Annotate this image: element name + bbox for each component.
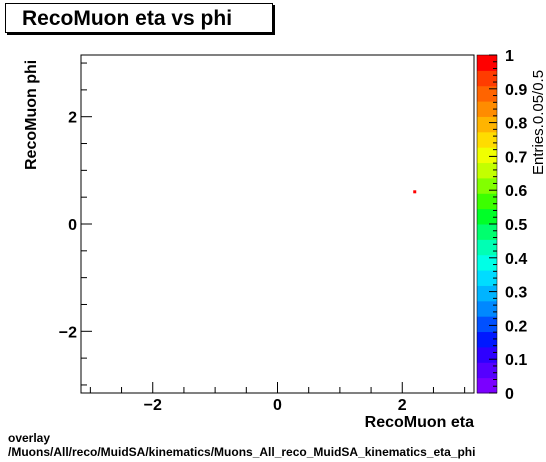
x-tick-label: 0 — [273, 397, 282, 414]
heatmap-cell — [413, 190, 417, 194]
y-axis-title: RecoMuon phi — [23, 60, 40, 170]
palette-segment — [477, 70, 497, 87]
chart-title: RecoMuon eta vs phi — [22, 7, 233, 30]
z-axis-ticks: 0 0.1 0.2 0.3 0.4 0.5 0.6 0.7 0.8 0.9 1 — [489, 48, 527, 403]
palette-segment — [477, 331, 497, 348]
palette-segment — [477, 362, 497, 379]
z-axis-title: Entries.0.05/0.5 — [530, 70, 546, 175]
chart-title-box: RecoMuon eta vs phi — [5, 3, 273, 33]
palette-segment — [477, 254, 497, 271]
color-palette — [476, 54, 498, 394]
z-tick-label: 0.4 — [505, 251, 527, 268]
z-tick-label: 1 — [505, 48, 514, 65]
plot-frame — [80, 54, 475, 394]
palette-segment — [477, 346, 497, 363]
palette-segment — [477, 285, 497, 302]
palette-segment — [477, 239, 497, 256]
z-tick-label: 0 — [505, 386, 514, 403]
palette-segment — [477, 177, 497, 194]
palette-segment — [477, 116, 497, 133]
palette-segment — [477, 300, 497, 317]
y-tick-label: 0 — [68, 217, 77, 234]
palette-segment — [477, 270, 497, 286]
z-tick-label: 0.7 — [505, 149, 527, 166]
heatmap-cells — [413, 190, 417, 194]
y-tick-label: 2 — [68, 110, 77, 127]
palette-segment — [477, 377, 497, 394]
x-tick-label: −2 — [144, 397, 162, 414]
z-tick-label: 0.9 — [505, 82, 527, 99]
x-tick-label: 2 — [398, 397, 407, 414]
z-tick-label: 0.2 — [505, 318, 527, 335]
z-tick-label: 0.1 — [505, 352, 527, 369]
z-tick-label: 0.6 — [505, 183, 527, 200]
palette-segment — [477, 316, 497, 333]
palette-segment — [477, 101, 497, 117]
palette-segment — [477, 131, 497, 148]
x-axis-ticks: −2 0 2 — [89, 382, 466, 414]
z-tick-label: 0.3 — [505, 285, 527, 302]
x-axis-title: RecoMuon eta — [365, 414, 474, 431]
footer-overlay: overlay — [8, 431, 51, 445]
palette-segment — [477, 224, 497, 240]
y-tick-label: −2 — [59, 324, 77, 341]
palette-segment — [477, 162, 497, 179]
palette-segment — [477, 85, 497, 102]
palette-segment — [477, 193, 497, 210]
footer-path: /Muons/All/reco/MuidSA/kinematics/Muons_… — [8, 445, 476, 459]
palette-segment — [477, 147, 497, 164]
palette-segment — [477, 208, 497, 225]
palette-segment — [477, 55, 497, 71]
y-axis-ticks: −2 0 2 — [59, 62, 92, 386]
z-tick-label: 0.5 — [505, 217, 527, 234]
z-tick-label: 0.8 — [505, 116, 527, 133]
